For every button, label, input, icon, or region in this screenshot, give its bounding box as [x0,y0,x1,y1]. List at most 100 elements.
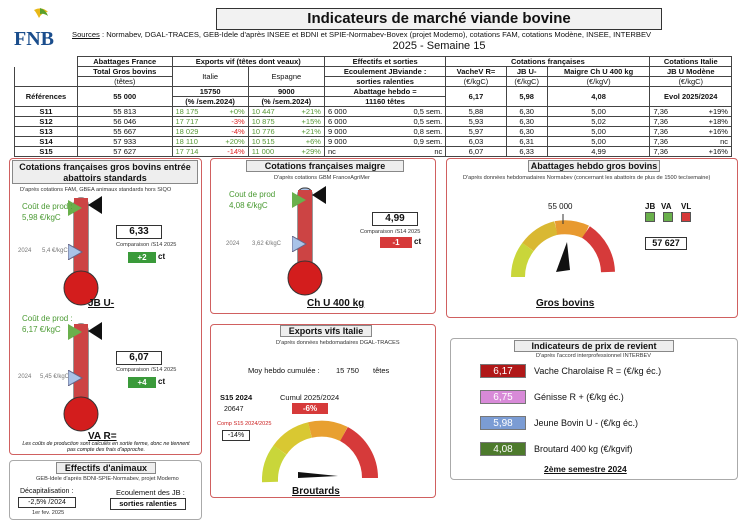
gauge-exports [262,420,379,483]
export-espagne-cell: 10 875 +15% [247,116,325,127]
jb-cell: 6,30 [505,106,548,117]
p2-comp: Comparaison /S14 2025 [360,229,421,235]
maigre-cell: 5,00 [546,126,651,137]
p1-t2-name: VA R= [88,431,117,442]
page-title: Indicateurs de marché viande bovine [216,8,662,30]
p4-title: Exports vifs Italie [280,325,372,337]
sub-ecoul: Ecoulement JBviande : [323,66,447,77]
export-italie-cell: 18 029 -4% [171,126,249,137]
marker-2024-va [68,370,84,386]
marker-cout-jb [68,200,82,216]
p1-t1-cout-label: Coût de prod : [22,202,73,211]
week-cell: S12 [14,116,78,127]
p4-s15: 20647 [224,406,244,413]
cost-label: Vache Charolaise R = (€/kg éc.) [534,366,662,376]
italie-cell-sub: +18% [708,117,728,126]
jb-cell: 6,30 [505,116,548,127]
market-table: Abattages France Exports vif (têtes dont… [14,56,732,157]
legend-jb-label: JB [645,202,656,211]
italie-cell-value: 7,36 [653,107,669,116]
p2-source: D'après cotations GBM FranceAgriMer [274,175,370,181]
p1-t2-delta: +4 [128,377,156,388]
unit-vache: (€/kgC) [445,76,507,87]
effectif-cell: 9 000 0,8 sem. [323,126,447,137]
export-espagne-cell-pct: +29% [301,147,321,156]
cost-value-box: 6,75 [480,390,526,404]
p5-ecoul: sorties ralenties [110,498,186,510]
bird-icon [34,8,48,18]
effectif-cell-value: 9 000 [327,137,347,146]
p6-period: 2ème semestre 2024 [544,464,627,474]
unit-maigre: (€/kgV) [546,76,651,87]
export-espagne-cell: 10 447 +21% [247,106,325,117]
export-italie-cell-value: 18 029 [175,127,199,136]
italie-cell-value: 7,36 [653,127,669,136]
effectif-cell: 9 000 0,9 sem. [323,136,447,147]
p5-decap: -2,5% /2024 [18,497,76,508]
export-espagne-cell-value: 10 875 [251,117,275,126]
effectif-cell: 6 000 0,5 sem. [323,106,447,117]
marker-current-maigre [312,186,326,204]
p1-t2-cout: 6,17 €/kgC [22,325,61,334]
effectif-cell-sub: nc [434,147,443,156]
p1-t1-value: 6,33 [116,225,162,239]
p1-title: Cotations françaises gros bovins entrée … [12,160,198,184]
export-italie-cell-pct: -3% [231,117,245,126]
italie-cell: 7,36 +16% [649,126,732,137]
legend-jb-swatch [645,212,655,222]
cost-label: Broutard 400 kg (€/kgvif) [534,444,633,454]
export-espagne-cell-value: 10 515 [251,137,275,146]
sub-tetes: (têtes) [76,76,173,87]
sources-line: Sources : Normabev, DGAL-TRACES, GEB-Ide… [72,30,651,39]
p1-t1-2024-val: 5,4 €/kgC [42,248,68,254]
jb-cell: 6,30 [505,126,548,137]
p4-source: D'après données hebdomadaires DGAL-TRACE… [276,340,400,346]
table-row: S13 55 667 18 029 -4% 10 776 +21% 9 000 0,8 sem… [14,126,732,137]
export-espagne-cell-value: 10 447 [251,107,275,116]
vache-cell: 5,93 [445,116,507,127]
ref-es: 9000 [247,86,325,97]
marker-current-jb [88,196,102,214]
effectif-cell-sub: 0,5 sem. [413,117,443,126]
ref-abat: 55 000 [76,86,173,107]
sub-jbu: JB U- [505,66,548,77]
maigre-cell: 4,99 [546,146,651,157]
p4-moy-unit: têtes [373,366,390,375]
sources-text: : Normabev, DGAL-TRACES, GEB-Idele d'apr… [99,30,652,39]
p1-t2-unit: ct [158,377,166,386]
italie-cell-sub: nc [720,137,728,146]
table-row: S12 56 046 17 717 -3% 10 875 +15% 6 000 0,5 sem… [14,116,732,127]
effectif-cell: nc nc [323,146,447,157]
vache-cell: 6,07 [445,146,507,157]
unit-jbmod: (€/kgC) [649,76,732,87]
abattage-cell: 55 667 [76,126,173,137]
export-espagne-cell-pct: +21% [301,107,321,116]
export-espagne-cell-pct: +6% [305,137,321,146]
abattage-cell: 57 933 [76,136,173,147]
week-cell: S11 [14,106,78,117]
effectif-cell: 6 000 0,5 sem. [323,116,447,127]
ref-jb: 5,98 [505,86,548,107]
italie-cell: 7,36 +19% [649,106,732,117]
italie-cell: 7,36 nc [649,136,732,147]
cost-value-box: 6,17 [480,364,526,378]
p3-ref: 55 000 [548,202,573,211]
p4-moy: 15 750 [336,366,359,375]
italie-cell-sub: +16% [708,127,728,136]
export-italie-cell: 17 714 -14% [171,146,249,157]
panel-cotations-gros-bovins [9,158,202,455]
p1-t2-cout-label: Coût de prod : [22,314,73,323]
maigre-cell: 5,02 [546,116,651,127]
export-espagne-cell: 10 776 +21% [247,126,325,137]
sub-maigre: Maigre Ch U 400 kg [546,66,651,77]
p4-comp: -14% [222,430,250,441]
marker-cout-maigre [292,192,306,208]
legend-va-label: VA [661,202,672,211]
p6-title: Indicateurs de prix de revient [514,340,674,352]
marker-2024-maigre [292,236,308,252]
jb-cell: 6,31 [505,136,548,147]
sub-espagne: Espagne [247,66,325,87]
p5-source: GEB-Idele d'après BDNI-SPIE-Normabev, pr… [36,476,179,482]
p1-t2-2024-val: 5,45 €/kgC [40,374,70,380]
p2-cout-label: Cout de prod [229,190,276,199]
